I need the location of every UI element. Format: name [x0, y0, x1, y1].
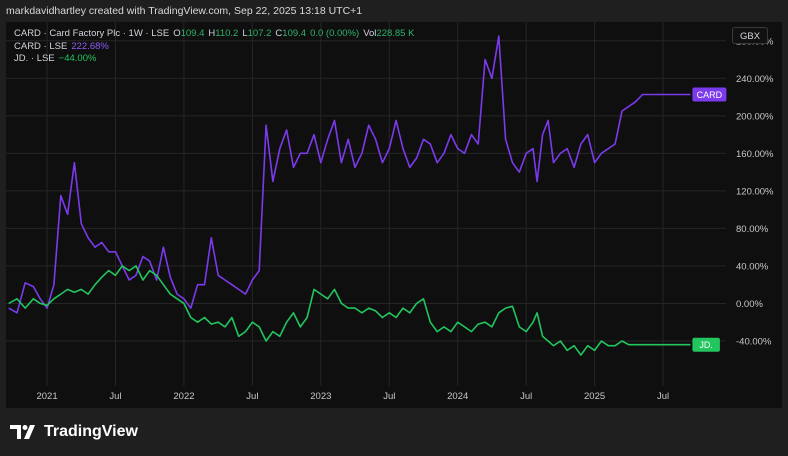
y-tick-label: 160.00% — [736, 149, 774, 160]
series-end-label-bg — [692, 337, 720, 352]
legend-vol-label: Vol — [363, 28, 377, 39]
legend-change: 0.0 (0.00%) — [310, 28, 360, 39]
series-end-label: CARD — [697, 90, 723, 100]
legend-card-row: CARD · LSE 222.68% — [14, 41, 414, 54]
legend-jd-label[interactable]: JD. · LSE — [14, 53, 55, 64]
series-line-card[interactable] — [8, 35, 691, 314]
x-tick-label: 2022 — [173, 391, 194, 402]
series-end-label-bg — [692, 87, 727, 102]
x-tick-label: Jul — [109, 391, 121, 402]
x-tick-label: Jul — [520, 391, 532, 402]
y-tick-label: -40.00% — [736, 336, 772, 347]
series-end-label: JD. — [699, 340, 713, 350]
legend-open-label: O — [173, 28, 181, 39]
y-tick-label: 0.00% — [736, 299, 763, 310]
legend-close-label: C — [275, 28, 283, 39]
legend-high-value: 110.2 — [215, 28, 239, 39]
chart-area[interactable] — [6, 22, 782, 408]
legend: CARD · Card Factory Plc · 1W · LSE O 109.… — [14, 28, 414, 66]
legend-symbol[interactable]: CARD · Card Factory Plc · 1W · LSE — [14, 28, 170, 39]
legend-jd-row: JD. · LSE −44.00% — [14, 53, 414, 66]
legend-low-label: L — [242, 28, 248, 39]
legend-card-label[interactable]: CARD · LSE — [14, 40, 68, 52]
y-tick-label: 200.00% — [736, 111, 774, 122]
series-line-jd[interactable] — [8, 265, 691, 356]
legend-jd-value: −44.00% — [58, 53, 97, 64]
legend-low-value: 107.2 — [247, 28, 272, 39]
x-tick-label: 2024 — [447, 391, 468, 402]
x-tick-label: Jul — [383, 391, 395, 402]
x-tick-label: 2021 — [36, 391, 57, 402]
y-tick-label: 80.00% — [736, 224, 769, 235]
legend-open-value: 109.4 — [180, 28, 205, 39]
legend-vol-value: 228.85 K — [376, 28, 415, 39]
legend-high-label: H — [208, 28, 216, 39]
x-tick-label: Jul — [246, 391, 258, 402]
tradingview-logo-icon — [10, 425, 35, 439]
y-tick-label: 40.00% — [736, 261, 769, 272]
x-tick-label: 2023 — [310, 391, 331, 402]
legend-card-value: 222.68% — [71, 40, 109, 52]
currency-button[interactable]: GBX — [732, 27, 768, 44]
tradingview-brand[interactable]: TradingView — [10, 422, 138, 442]
legend-close-value: 109.4 — [282, 28, 307, 39]
brand-name: TradingView — [44, 423, 138, 440]
chart-caption: markdavidhartley created with TradingVie… — [6, 5, 363, 17]
legend-main-row: CARD · Card Factory Plc · 1W · LSE O 109.… — [14, 28, 414, 41]
x-tick-label: Jul — [657, 391, 669, 402]
y-tick-label: 120.00% — [736, 186, 774, 197]
y-tick-label: 240.00% — [736, 74, 774, 85]
x-tick-label: 2025 — [584, 391, 605, 402]
